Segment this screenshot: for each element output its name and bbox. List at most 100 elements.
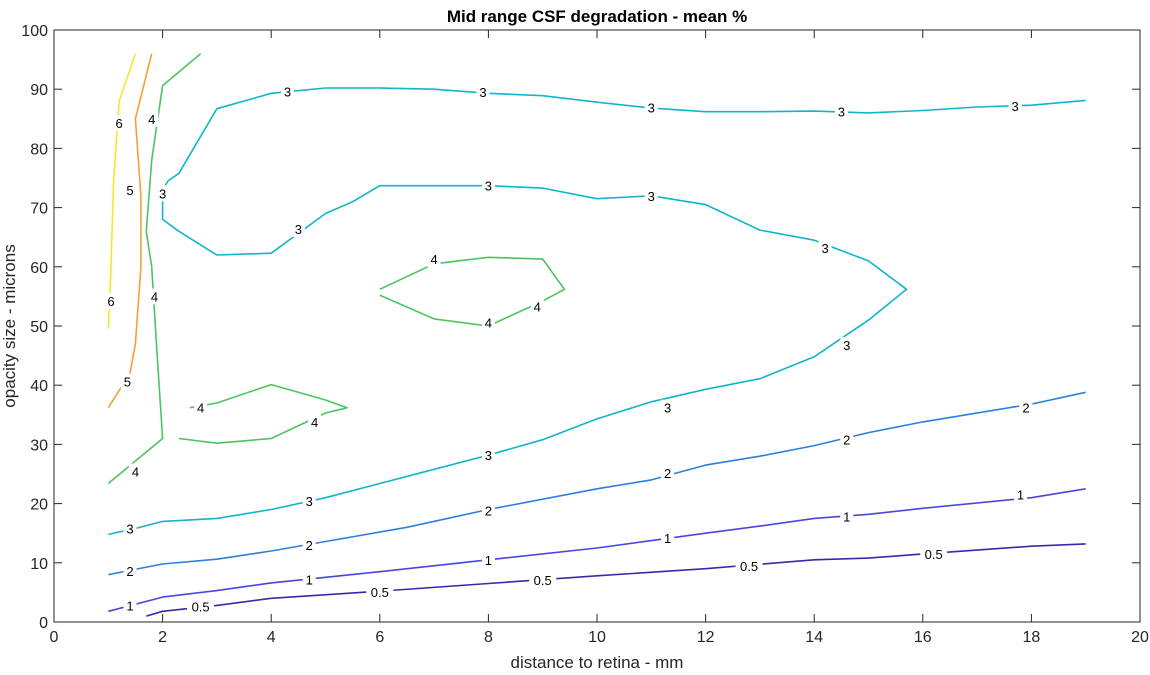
contour-label-2: 2 — [485, 504, 492, 519]
contour-label-4: 4 — [151, 289, 158, 304]
contour-label-background — [481, 551, 495, 568]
contour-label-background — [1008, 97, 1022, 114]
contour-label-3: 3 — [284, 85, 291, 100]
contour-label-background — [123, 563, 137, 580]
y-tick-label: 100 — [21, 23, 48, 40]
contour-label-3: 3 — [664, 401, 671, 416]
contour-line-5 — [107, 53, 153, 409]
x-tick-label: 16 — [914, 629, 932, 646]
contour-label-3: 3 — [306, 494, 313, 509]
x-tick-label: 6 — [375, 629, 384, 646]
contour-label-2: 2 — [306, 538, 313, 553]
contour-label-4: 4 — [311, 415, 318, 430]
contour-label-background — [661, 464, 675, 481]
contour-label-background — [145, 110, 159, 127]
y-tick-label: 10 — [30, 556, 48, 573]
contour-label-0.5: 0.5 — [534, 573, 552, 588]
contour-label-background — [302, 571, 316, 588]
contour-label-background — [112, 114, 126, 131]
y-axis-ticks: 0 10 20 30 40 50 60 70 80 90 100 — [21, 23, 1140, 632]
contour-line-6 — [107, 53, 137, 329]
contour-label-2: 2 — [664, 466, 671, 481]
contour-label-background — [840, 508, 854, 525]
contour-label-background — [661, 399, 675, 416]
contour-label-2: 2 — [126, 564, 133, 579]
contour-label-background — [302, 537, 316, 554]
contour-label-background — [481, 177, 495, 194]
contour-label-background — [1019, 399, 1033, 416]
contour-label-1: 1 — [1017, 488, 1024, 503]
contour-label-background — [123, 181, 137, 198]
contour-label-background — [123, 520, 137, 537]
contour-label-background — [476, 84, 490, 101]
contour-label-5: 5 — [126, 183, 133, 198]
x-tick-label: 20 — [1131, 629, 1149, 646]
contour-label-background — [735, 557, 763, 574]
contour-label-4: 4 — [197, 401, 204, 416]
x-tick-label: 8 — [484, 629, 493, 646]
x-axis-label: distance to retina - mm — [511, 653, 684, 672]
contour-line-4 — [178, 383, 349, 445]
contour-label-background — [644, 99, 658, 116]
contour-label-background — [481, 502, 495, 519]
y-tick-label: 50 — [30, 319, 48, 336]
contour-label-background — [187, 598, 215, 615]
contour-label-3: 3 — [838, 105, 845, 120]
x-tick-label: 18 — [1023, 629, 1041, 646]
contour-label-0.5: 0.5 — [371, 585, 389, 600]
contour-label-background — [156, 185, 170, 202]
contour-line-4 — [107, 53, 202, 485]
contour-label-background — [920, 545, 948, 562]
contour-label-background — [818, 239, 832, 256]
contour-label-background — [644, 187, 658, 204]
chart-title: Mid range CSF degradation - mean % — [447, 7, 747, 26]
contour-line-3 — [108, 87, 1086, 536]
contour-label-4: 4 — [132, 465, 139, 480]
contour-label-0.5: 0.5 — [740, 559, 758, 574]
contour-label-3: 3 — [485, 179, 492, 194]
contour-label-background — [427, 251, 441, 268]
contour-line-1 — [108, 488, 1086, 613]
plot-area — [53, 29, 1141, 623]
contour-label-1: 1 — [306, 572, 313, 587]
contour-label-background — [291, 220, 305, 237]
y-axis-label: opacity size - microns — [0, 244, 19, 407]
contour-label-1: 1 — [664, 531, 671, 546]
contour-label-background — [840, 431, 854, 448]
contour-line-4 — [379, 256, 566, 327]
contour-label-2: 2 — [843, 433, 850, 448]
contour-label-3: 3 — [295, 222, 302, 237]
contour-label-background — [481, 447, 495, 464]
contour-label-background — [128, 463, 142, 480]
y-tick-label: 80 — [30, 141, 48, 158]
contour-label-background — [280, 83, 294, 100]
contour-label-3: 3 — [159, 186, 166, 201]
contour-label-background — [481, 314, 495, 331]
y-tick-label: 90 — [30, 82, 48, 99]
contour-label-5: 5 — [124, 375, 131, 390]
x-tick-label: 12 — [697, 629, 715, 646]
y-tick-label: 70 — [30, 201, 48, 218]
contour-label-background — [530, 298, 544, 315]
contour-labels: 0.5 0.5 0.5 0.5 0.5 1 1 1 1 1 1 2 2 2 2 2 2 3 3 3 3 3 3 3 3 3 3 3 3 3… — [104, 83, 1033, 615]
contour-label-4: 4 — [534, 299, 541, 314]
y-tick-label: 40 — [30, 378, 48, 395]
contour-label-background — [529, 571, 557, 588]
contour-label-3: 3 — [485, 448, 492, 463]
contour-label-4: 4 — [148, 112, 155, 127]
contour-label-background — [123, 597, 137, 614]
contour-label-background — [834, 103, 848, 120]
y-tick-label: 30 — [30, 437, 48, 454]
contour-label-background — [302, 493, 316, 510]
contour-label-1: 1 — [485, 553, 492, 568]
contour-label-2: 2 — [1022, 401, 1029, 416]
contour-line-2 — [108, 391, 1086, 576]
contour-label-4: 4 — [430, 252, 437, 267]
x-tick-label: 2 — [158, 629, 167, 646]
contour-label-background — [840, 336, 854, 353]
contour-label-background — [308, 413, 322, 430]
contour-label-background — [1014, 486, 1028, 503]
contour-label-background — [194, 399, 208, 416]
contour-label-background — [147, 288, 161, 305]
contour-label-6: 6 — [116, 116, 123, 131]
